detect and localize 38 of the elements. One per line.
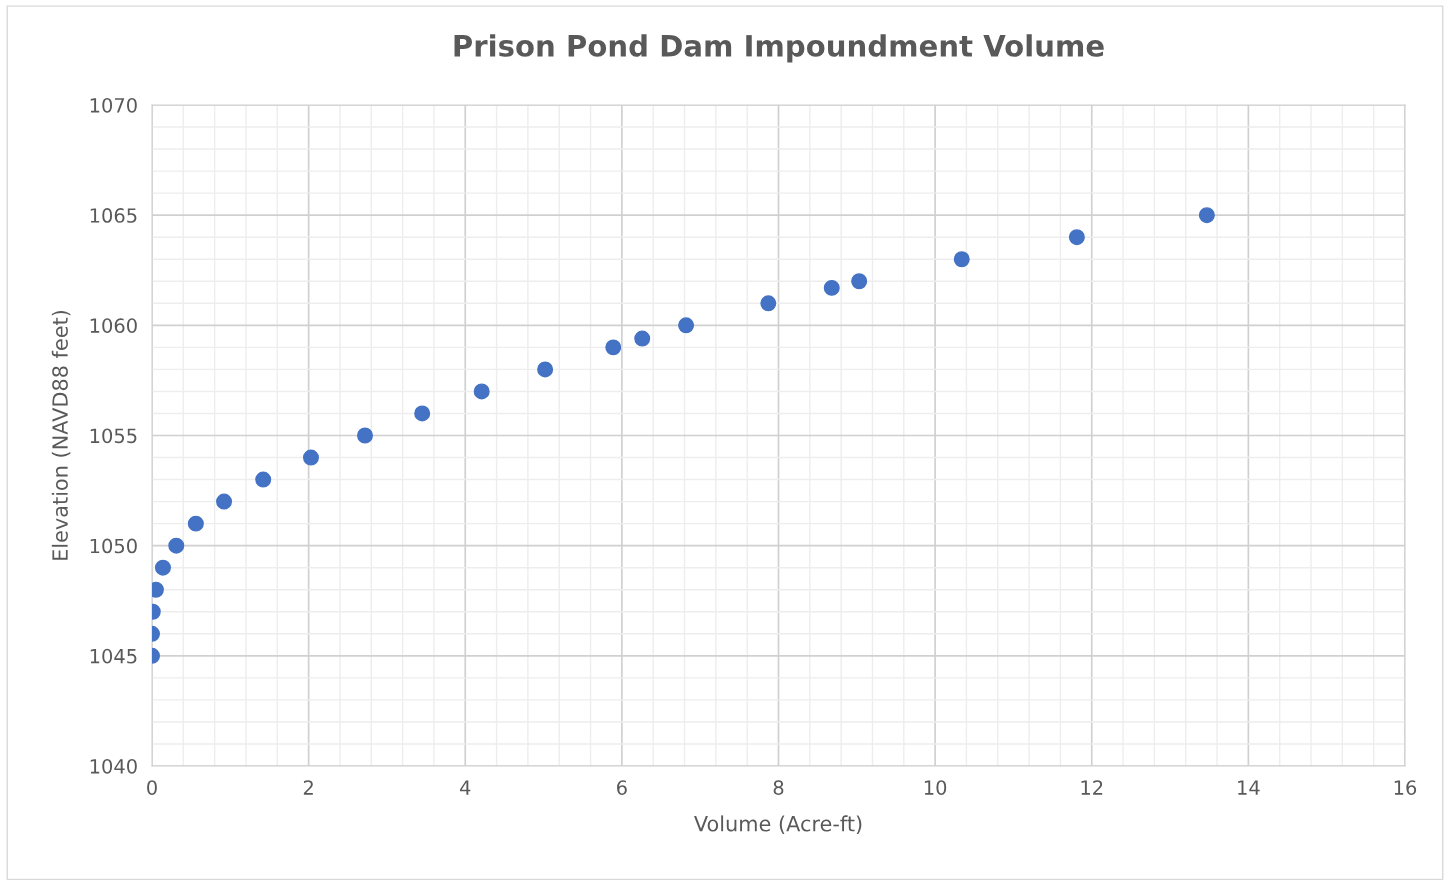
x-axis-title: Volume (Acre-ft) [694,815,862,834]
x-tick-label: 2 [303,780,313,795]
x-tick-label: 8 [773,780,784,795]
y-tick-label: 1055 [90,428,137,444]
y-tick-label: 1040 [90,758,137,774]
point [1068,229,1085,246]
chart-title: Prison Pond Dam Impoundment Volume [454,34,1104,63]
point [302,449,319,466]
point [154,559,171,576]
x-tick-label: 12 [1081,780,1103,795]
y-tick-label: 1060 [90,318,137,333]
point [678,317,695,334]
y-tick-label: 1045 [90,648,137,664]
point [414,405,431,422]
point [187,515,204,532]
y-tick-label: 1050 [90,538,137,554]
point [473,383,490,400]
point [823,279,840,296]
point [760,295,777,312]
point [537,361,554,378]
point [357,427,373,444]
point [1198,207,1215,224]
x-tick-label: 10 [924,780,947,795]
point [851,273,868,290]
x-tick-label: 4 [460,780,471,795]
point [168,537,185,554]
point [953,251,970,268]
x-tick-label: 14 [1238,780,1260,795]
x-tick-label: 16 [1394,780,1417,795]
x-tick-label: 0 [147,780,157,795]
point [255,471,272,488]
point [634,330,651,347]
y-tick-label: 1070 [90,97,137,113]
x-tick-label: 6 [617,780,627,795]
y-tick-label: 1065 [90,208,137,223]
y-axis-title: Elevation (NAVD88 feet) [51,310,71,560]
point [605,339,622,356]
point [216,493,233,510]
